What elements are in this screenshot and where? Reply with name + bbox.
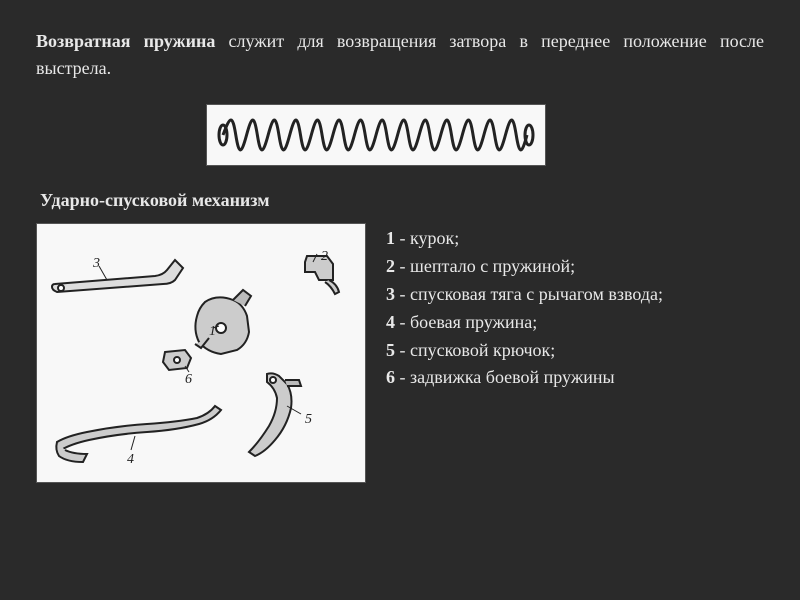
legend-list: 1 - курок;2 - шептало с пружиной;3 - спу… [386,223,663,392]
legend-num: 1 [386,228,395,248]
legend-item: 6 - задвижка боевой пружины [386,364,663,392]
legend-item: 5 - спусковой крючок; [386,337,663,365]
spring-diagram [206,104,546,166]
legend-num: 5 [386,340,395,360]
diagram-label: 3 [93,256,100,272]
diagram-label: 2 [321,249,328,265]
diagram-label: 1 [209,324,216,340]
legend-item: 4 - боевая пружина; [386,309,663,337]
legend-num: 2 [386,256,395,276]
legend-text: - курок; [395,228,459,248]
bold-term: Возвратная пружина [36,31,215,51]
legend-text: - шептало с пружиной; [395,256,575,276]
legend-text: - спусковой крючок; [395,340,555,360]
legend-text: - задвижка боевой пружины [395,367,615,387]
legend-text: - боевая пружина; [395,312,537,332]
diagram-label: 5 [305,412,312,428]
legend-item: 3 - спусковая тяга с рычагом взвода; [386,281,663,309]
diagram-label: 4 [127,452,134,468]
diagram-label: 6 [185,372,192,388]
legend-item: 2 - шептало с пружиной; [386,253,663,281]
legend-num: 6 [386,367,395,387]
main-description: Возвратная пружина служит для возвращени… [36,28,764,82]
legend-num: 3 [386,284,395,304]
mechanism-diagram: 1 2 3 4 5 6 [36,223,366,483]
mechanism-subtitle: Ударно-спусковой механизм [40,190,764,211]
legend-num: 4 [386,312,395,332]
legend-text: - спусковая тяга с рычагом взвода; [395,284,663,304]
legend-item: 1 - курок; [386,225,663,253]
content-row: 123456 1 - курок;2 - шептало с пружиной;… [36,223,764,483]
